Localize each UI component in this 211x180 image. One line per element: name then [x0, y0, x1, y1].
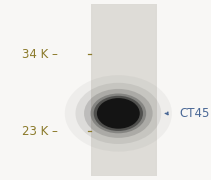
Text: CT45: CT45: [180, 107, 210, 120]
Ellipse shape: [65, 75, 172, 152]
Ellipse shape: [94, 96, 143, 131]
Bar: [91, 4, 157, 176]
Ellipse shape: [97, 98, 140, 129]
Text: 34 K –: 34 K –: [22, 48, 58, 60]
Bar: [93, 5, 155, 175]
Text: 23 K –: 23 K –: [22, 125, 58, 138]
Ellipse shape: [76, 83, 161, 144]
Ellipse shape: [91, 93, 146, 133]
Ellipse shape: [84, 89, 153, 138]
